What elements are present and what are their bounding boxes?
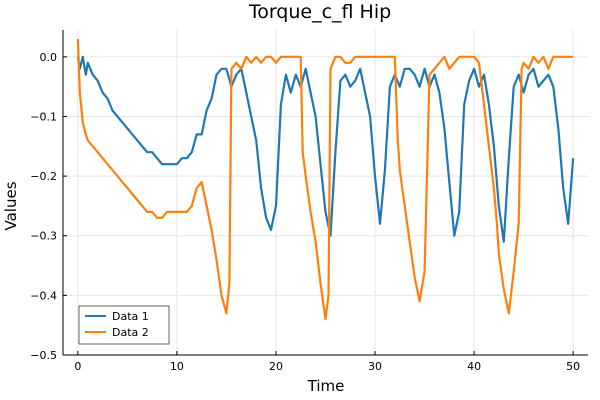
series-line-data-2: [76, 38, 574, 321]
chart-title: Torque_c_fl Hip: [248, 1, 391, 23]
y-tick-label: −0.3: [30, 230, 57, 243]
legend-label-data-1: Data 1: [112, 310, 149, 323]
axes-frame: [62, 30, 588, 356]
axis-ticks: 0 10 20 30 40 50 0.0 −0.1 −0.2 −0.3 −0.4 −0.5: [30, 51, 580, 373]
y-tick-label: −0.1: [30, 110, 57, 123]
legend-label-data-2: Data 2: [112, 326, 149, 339]
x-tick-label: 40: [467, 360, 481, 373]
series-layer: [76, 38, 575, 321]
y-axis-label: Values: [2, 181, 20, 230]
x-axis-label: Time: [307, 377, 345, 395]
y-tick-label: −0.2: [30, 170, 57, 183]
x-tick-label: 10: [170, 360, 184, 373]
legend-box: [78, 305, 170, 345]
legend: Data 1 Data 2: [78, 305, 170, 345]
y-tick-label: −0.5: [30, 349, 57, 362]
series-line-data-1: [76, 55, 575, 243]
x-tick-label: 30: [368, 360, 382, 373]
y-tick-label: −0.4: [30, 289, 57, 302]
x-tick-label: 50: [566, 360, 580, 373]
x-tick-label: 0: [74, 360, 81, 373]
y-tick-label: 0.0: [40, 51, 58, 64]
x-tick-label: 20: [269, 360, 283, 373]
